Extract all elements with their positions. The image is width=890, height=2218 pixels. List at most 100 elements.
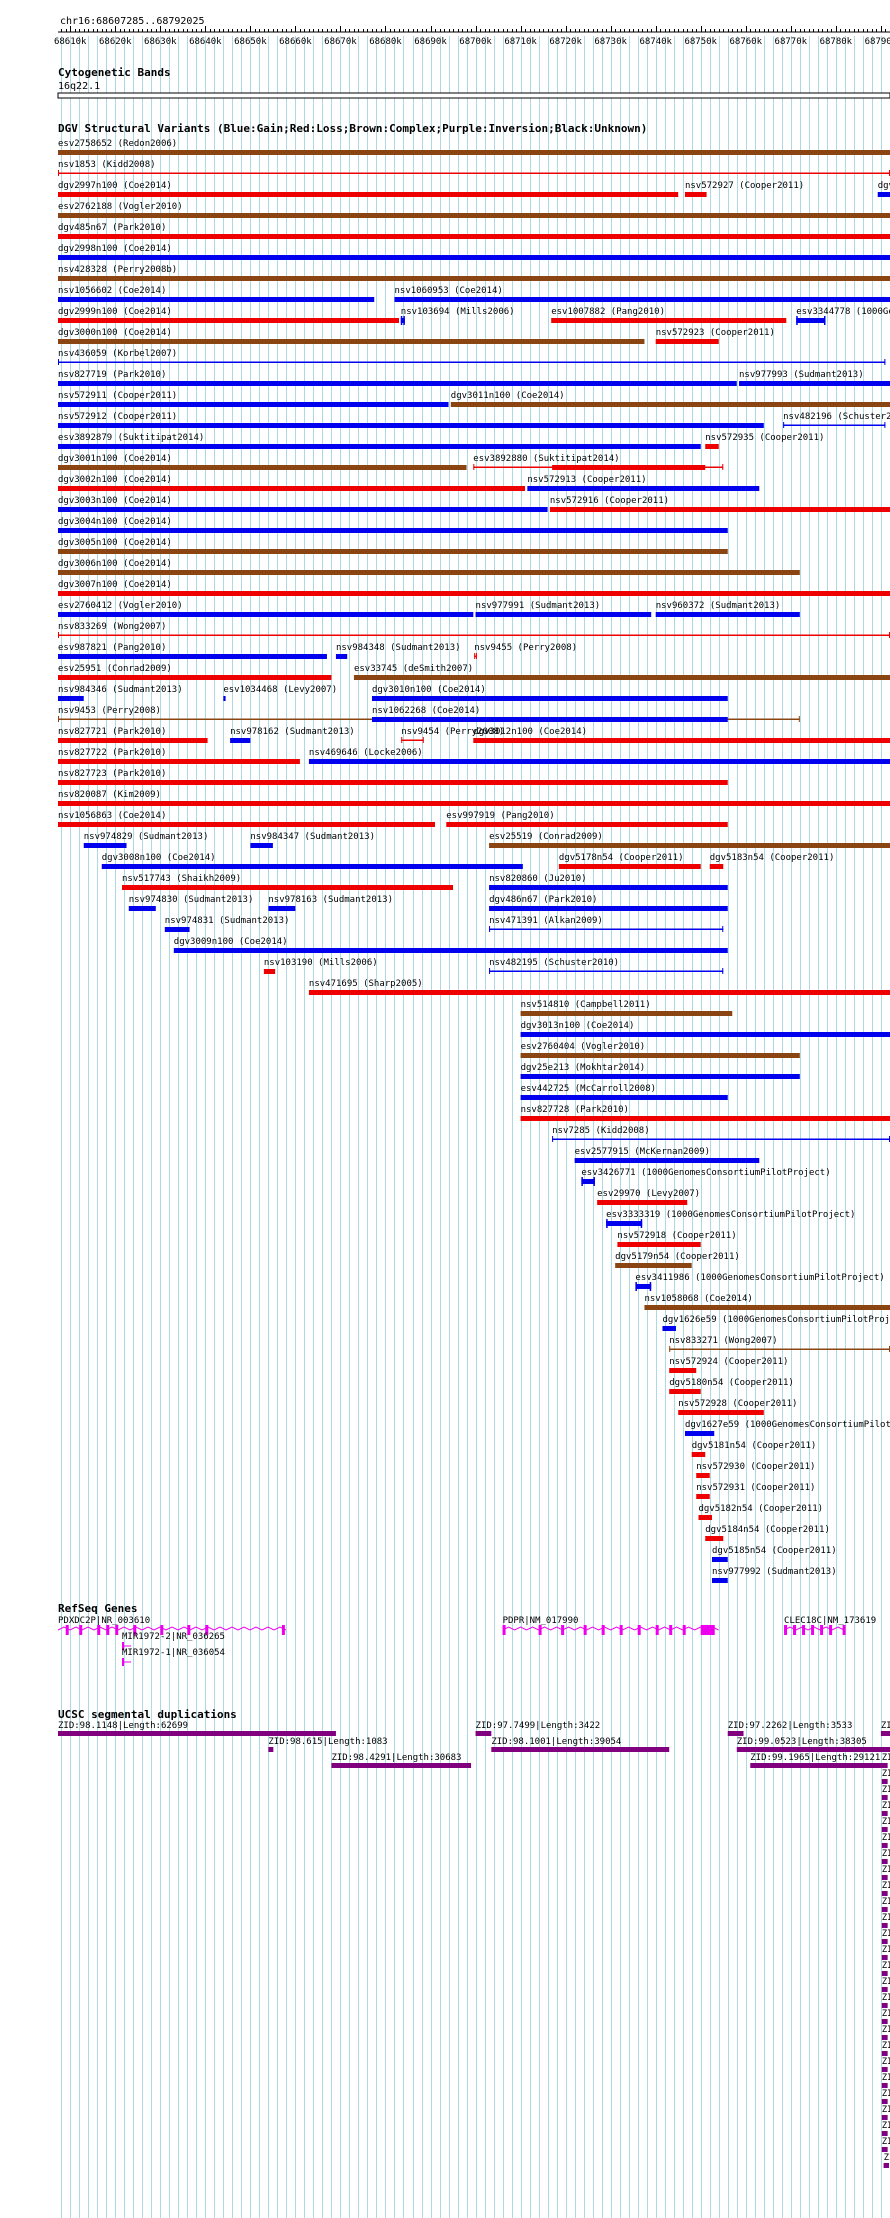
dgv-variant[interactable]: nsv572928 (Cooper2011) xyxy=(678,1399,797,1415)
refseq-exon[interactable] xyxy=(811,1625,815,1635)
refseq-exon[interactable] xyxy=(820,1625,824,1635)
dgv-variant[interactable]: dgv3002n100 (Coe2014) xyxy=(58,475,526,491)
refseq-gene[interactable]: PDXDC2P|NR_003610 xyxy=(57,1616,287,1635)
dgv-variant[interactable]: esv1007882 (Pang2010) xyxy=(551,307,787,323)
segdup-item[interactable]: ZID:97 xyxy=(881,2121,890,2136)
dgv-variant-bar[interactable] xyxy=(58,675,332,680)
segdup-item[interactable]: ZID:98.1001|Length:39054 xyxy=(491,1737,670,1752)
segdup-item[interactable]: ZID:97 xyxy=(881,1945,890,1960)
segdup-item-bar[interactable] xyxy=(881,2051,888,2056)
dgv-variant[interactable]: nsv978163 (Sudmant2013) xyxy=(268,895,393,911)
dgv-variant[interactable]: dgv2998n100 (Coe2014) xyxy=(58,244,890,260)
dgv-variant[interactable]: dgv5182n54 (Cooper2011) xyxy=(698,1504,823,1520)
segdup-item-bar[interactable] xyxy=(881,2019,888,2024)
dgv-variant-bar[interactable] xyxy=(58,507,548,512)
segdup-item[interactable]: ZID:97 xyxy=(881,1929,890,1944)
dgv-variant[interactable]: nsv974831 (Sudmant2013) xyxy=(164,916,290,932)
segdup-item-bar[interactable] xyxy=(881,1907,888,1912)
refseq-exon[interactable] xyxy=(160,1625,164,1635)
segdup-item[interactable]: ZID:96 xyxy=(881,2073,890,2088)
dgv-variant[interactable]: nsv984346 (Sudmant2013) xyxy=(58,685,183,701)
dgv-variant-bar[interactable] xyxy=(877,192,890,197)
dgv-variant-bar[interactable] xyxy=(58,759,300,764)
dgv-variant-bar[interactable] xyxy=(489,970,724,973)
dgv-variant[interactable]: dgv1626e59 (1000GenomesConsortiumPilotPr… xyxy=(662,1315,890,1331)
dgv-variant[interactable]: nsv1853 (Kidd2008) xyxy=(58,160,890,176)
dgv-variant-bar[interactable] xyxy=(520,1011,733,1016)
dgv-variant[interactable]: nsv827722 (Park2010) xyxy=(58,748,300,764)
dgv-variant[interactable]: esv25519 (Conrad2009) xyxy=(489,832,890,848)
dgv-variant[interactable]: esv2762188 (Vogler2010) xyxy=(58,202,890,218)
dgv-variant[interactable]: esv2760412 (Vogler2010) xyxy=(58,601,474,617)
segdup-item-bar[interactable] xyxy=(881,1795,888,1800)
dgv-variant-bar[interactable] xyxy=(58,780,728,785)
segdup-item-bar[interactable] xyxy=(881,1939,888,1944)
segdup-item-bar[interactable] xyxy=(881,1971,888,1976)
dgv-variant[interactable]: dgv5185n54 (Cooper2011) xyxy=(711,1546,837,1562)
segdup-item[interactable]: ZID:96 xyxy=(881,1817,890,1832)
dgv-variant-bar[interactable] xyxy=(58,634,890,637)
dgv-variant[interactable]: nsv1056602 (Coe2014) xyxy=(58,286,375,302)
dgv-variant-bar[interactable] xyxy=(669,1348,890,1351)
dgv-variant-bar[interactable] xyxy=(400,318,405,323)
dgv-variant[interactable]: esv997919 (Pang2010) xyxy=(446,811,728,827)
refseq-exon[interactable] xyxy=(583,1625,587,1635)
segdup-item-bar[interactable] xyxy=(881,1955,888,1960)
dgv-variant[interactable]: nsv960372 (Sudmant2013) xyxy=(655,601,800,617)
segdup-item[interactable]: ZID:97.2262|Length:3533 xyxy=(727,1721,853,1736)
dgv-variant-bar[interactable] xyxy=(669,1368,697,1373)
segdup-item[interactable]: ZID:97 xyxy=(881,2105,890,2120)
dgv-variant[interactable]: nsv572931 (Cooper2011) xyxy=(696,1483,815,1499)
segdup-item[interactable]: ZID:99.0523|Length:38305 xyxy=(736,1737,890,1752)
dgv-variant-bar[interactable] xyxy=(263,969,276,974)
dgv-variant[interactable]: esv3426771 (1000GenomesConsortiumPilotPr… xyxy=(581,1168,831,1186)
refseq-exon[interactable] xyxy=(502,1625,506,1635)
dgv-variant-bar[interactable] xyxy=(58,192,679,197)
refseq-exon[interactable] xyxy=(802,1625,806,1635)
dgv-variant[interactable]: nsv984347 (Sudmant2013) xyxy=(250,832,375,848)
refseq-exon[interactable] xyxy=(205,1625,209,1635)
dgv-variant[interactable]: dgv3007n100 (Coe2014) xyxy=(58,580,890,596)
dgv-variant-bar[interactable] xyxy=(128,906,156,911)
dgv-variant[interactable]: nsv471695 (Sharp2005) xyxy=(308,979,890,995)
refseq-exon[interactable] xyxy=(561,1625,565,1635)
dgv-variant[interactable]: nsv572916 (Cooper2011) xyxy=(549,496,890,512)
dgv-variant[interactable]: nsv572911 (Cooper2011) xyxy=(58,391,449,407)
dgv-variant-bar[interactable] xyxy=(552,1138,890,1141)
dgv-variant[interactable]: nsv827721 (Park2010) xyxy=(58,727,208,743)
dgv-variant-bar[interactable] xyxy=(558,864,701,869)
segdup-item-bar[interactable] xyxy=(881,1763,888,1768)
dgv-variant[interactable]: esv25951 (Conrad2009) xyxy=(58,664,332,680)
segdup-item-bar[interactable] xyxy=(881,2131,888,2136)
refseq-exon[interactable] xyxy=(700,1625,715,1635)
dgv-variant-bar[interactable] xyxy=(446,822,728,827)
dgv-variant-bar[interactable] xyxy=(527,486,760,491)
refseq-gene[interactable]: CLEC18C|NM_173619 xyxy=(783,1616,876,1635)
segdup-item-bar[interactable] xyxy=(880,1731,890,1736)
segdup-item[interactable]: ZID:97 xyxy=(883,2153,890,2168)
dgv-variant[interactable]: nsv833269 (Wong2007) xyxy=(58,622,890,638)
dgv-variant[interactable]: dgv25e213 (Mokhtar2014) xyxy=(520,1063,800,1079)
dgv-variant-bar[interactable] xyxy=(489,928,724,931)
segdup-item[interactable]: ZID:97 xyxy=(881,1785,890,1800)
dgv-variant-bar[interactable] xyxy=(58,570,800,575)
segdup-item[interactable]: ZID:97 xyxy=(881,1801,890,1816)
dgv-variant-bar[interactable] xyxy=(371,696,728,701)
dgv-variant[interactable]: dgv3003n100 (Coe2014) xyxy=(58,496,548,512)
dgv-variant[interactable]: nsv1062268 (Coe2014) xyxy=(371,706,728,722)
dgv-variant[interactable]: esv3333319 (1000GenomesConsortiumPilotPr… xyxy=(606,1210,855,1228)
refseq-exon[interactable] xyxy=(281,1625,285,1635)
dgv-variant[interactable]: nsv984348 (Sudmant2013) xyxy=(335,643,461,659)
dgv-variant[interactable]: nsv103694 (Mills2006) xyxy=(400,307,515,325)
dgv-variant[interactable]: esv33745 (deSmith2007) xyxy=(353,664,890,680)
dgv-variant-bar[interactable] xyxy=(58,738,208,743)
dgv-variant[interactable]: nsv977991 (Sudmant2013) xyxy=(475,601,652,617)
dgv-variant-bar[interactable] xyxy=(489,885,728,890)
dgv-variant-bar[interactable] xyxy=(474,655,477,658)
refseq-exon[interactable] xyxy=(793,1625,797,1635)
refseq-gene[interactable]: MIR1972-2|NR_036265 xyxy=(122,1632,225,1650)
dgv-variant-bar[interactable] xyxy=(644,1305,890,1310)
dgv-variant[interactable]: esv3344778 (1000GenomesConsortiumPilotPr… xyxy=(796,307,890,325)
dgv-variant-bar[interactable] xyxy=(709,864,724,869)
segdup-item[interactable]: ZID:97 xyxy=(881,1753,890,1768)
